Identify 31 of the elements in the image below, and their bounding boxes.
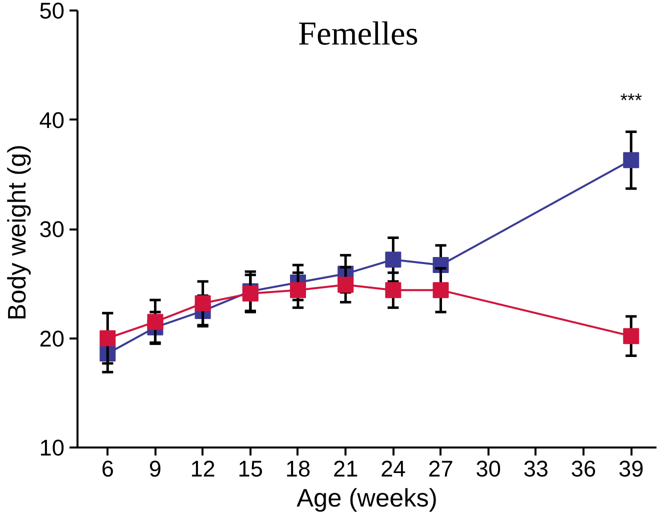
y-tick-label: 50 xyxy=(39,0,64,24)
y-tick-label: 30 xyxy=(39,216,64,242)
chart-title: Femelles xyxy=(298,16,418,52)
x-tick-label: 9 xyxy=(148,456,162,482)
x-tick-label: 33 xyxy=(523,456,549,482)
x-tick-label: 12 xyxy=(190,456,216,482)
point xyxy=(623,152,640,168)
y-tick-label: 40 xyxy=(39,106,64,133)
x-tick-label: 24 xyxy=(380,456,406,482)
x-tick-label: 18 xyxy=(285,456,311,482)
annotation: *** xyxy=(620,90,642,110)
point xyxy=(338,276,354,293)
x-tick-label: 6 xyxy=(101,456,114,482)
y-tick-label: 20 xyxy=(39,325,64,352)
x-tick-label: 36 xyxy=(570,456,596,482)
x-tick-label: 15 xyxy=(238,456,264,482)
x-tick-label: 27 xyxy=(428,456,454,482)
point xyxy=(100,330,116,346)
point xyxy=(385,252,402,268)
point xyxy=(385,282,402,298)
point xyxy=(623,328,640,344)
point xyxy=(194,295,211,312)
x-axis-title: Age (weeks) xyxy=(296,484,438,512)
point xyxy=(290,282,306,298)
y-axis-title: Body weight (g) xyxy=(3,144,32,321)
x-tick-label: 39 xyxy=(618,456,644,482)
y-tick-label: 10 xyxy=(39,434,64,460)
point xyxy=(432,282,449,298)
x-tick-label: 21 xyxy=(332,456,358,482)
point xyxy=(147,314,164,330)
x-tick-label: 30 xyxy=(476,456,501,482)
